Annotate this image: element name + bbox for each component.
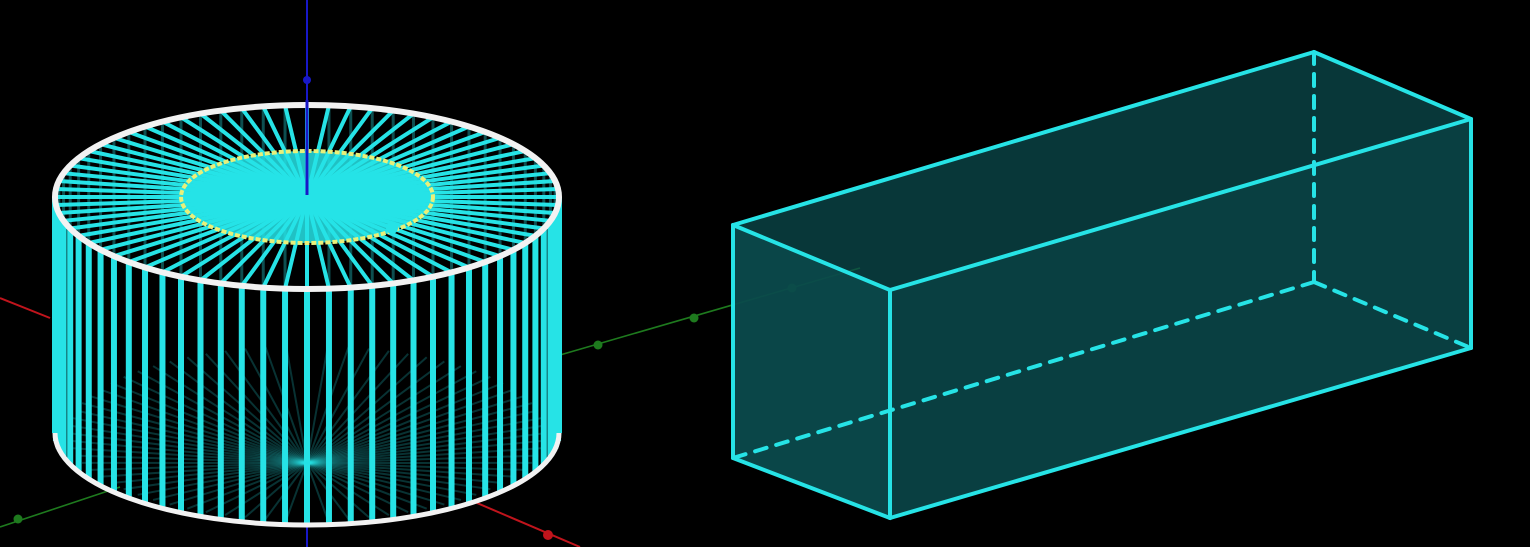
cylinder-bottom-spoke [306,388,515,464]
cylinder-bottom-spoke [306,381,504,464]
cylinder-bottom-spoke [264,346,308,464]
cylinder-hub [181,151,433,243]
cylinder-bottom-spoke [110,462,308,485]
cylinder-bottom-spoke [137,370,308,464]
x-axis-line [0,297,51,319]
rectangular-prism [731,50,1473,520]
prism-right-face [890,119,1471,518]
cylinder-bottom-spoke [67,432,308,464]
cylinder-bottom-spoke [123,462,308,491]
cylinder-bottom-spoke [123,375,308,464]
y-axis-tick [13,514,23,524]
cylinder-bottom-spoke [264,462,308,520]
x-axis-line [469,499,581,547]
cylinder-bottom-spoke [306,348,370,464]
cylinder-bottom-spoke [306,439,546,464]
cylinder-bottom-spoke [152,462,308,501]
cylinder-bottom-spoke [306,345,329,464]
cylinder-bottom-spoke [186,356,308,464]
cylinder-bottom-spoke [224,462,308,516]
cylinder-bottom-spoke [306,365,462,464]
prism-top-face [733,52,1471,290]
cylinder-bottom-spoke [137,462,308,496]
cylinder-bottom-spoke [306,346,350,464]
cylinder-solid [52,100,562,528]
cylinder-bottom-spoke [75,409,308,464]
cylinder-bottom-spoke [68,439,308,464]
cylinder-bottom-spoke [71,447,308,464]
cylinder-bottom-spoke [285,345,308,464]
cylinder-bottom-spoke [306,409,539,464]
prism-hidden-edge [731,280,1316,460]
prism-edge [1312,50,1473,121]
cylinder-bottom-spoke [306,370,477,464]
cylinder-bottom-spoke [152,365,308,464]
cylinder-bottom-spoke [99,388,308,464]
cylinder-bottom-spoke [306,462,504,485]
cylinder-bottom-spoke [205,462,308,514]
cylinder-bottom-spoke [306,462,515,478]
cylinder-bottom-spoke [306,454,539,464]
prism-edge [731,50,1316,227]
cylinder-bottom-spoke [169,360,308,464]
cylinder-bottom-spoke [244,348,308,464]
cylinder-bottom-spoke [306,462,409,514]
cylinder-bottom-spoke [224,350,308,464]
cylinder-bottom-spoke [306,350,390,464]
prism-hidden-edge [1312,280,1473,350]
cylinder-bottom-spoke [306,395,525,464]
prism-edge [731,456,892,520]
cylinder-bottom-spoke [89,462,308,471]
cylinder-bottom-spoke [71,416,308,464]
y-axis-tick [593,340,603,350]
cylinder-bottom-spoke [306,462,350,520]
cylinder-bottom-spoke [306,462,370,519]
cylinder-bottom-spoke [306,462,445,506]
cylinder-bottom-spoke [81,402,308,464]
cylinder-bottom-spoke [306,462,462,501]
cylinder-bottom-spoke [306,462,525,471]
z-axis-tick [303,76,311,84]
cylinder-bottom-spoke [89,395,308,464]
cylinder-bottom-spoke [285,462,308,521]
cylinder-bottom-spoke [68,424,308,464]
cylinder-bottom-spoke [110,381,308,464]
cylinder-bottom-spoke [306,462,428,510]
prism-edge [888,117,1473,292]
cylinder-bottom-spoke [306,353,409,464]
cylinder-bottom-spoke [306,416,543,464]
cylinder-bottom-spoke [244,462,308,519]
cylinder-bottom-spoke [306,462,390,516]
x-axis-tick [543,530,553,540]
cylinder-bottom-spoke [306,424,546,464]
cylinder-bottom-spoke [306,462,329,521]
prism-front-face [733,225,890,518]
prism-edge [731,223,892,292]
cylinder-bottom-spoke [186,462,308,510]
cylinder-bottom-spoke [306,375,491,464]
cylinder-bottom-spoke [306,432,547,464]
cylinder-bottom-spoke [99,462,308,478]
cylinder-bottom-spoke [306,402,533,464]
y-axis-tick [689,313,699,323]
cylinder-bottom-spoke [169,462,308,506]
cylinder-bottom-spoke [306,462,477,496]
cylinder-bottom-spoke [306,462,491,491]
cylinder-hub-point [386,222,398,234]
cylinder-bottom-spoke [306,356,428,464]
cylinder-bottom-rim [52,432,562,528]
cylinder-bottom-spoke [205,353,308,464]
cylinder-bottom-spoke [306,360,445,464]
cylinder-bottom-spoke [306,447,543,464]
cylinder-bottom-spoke [75,454,308,464]
prism-edge [888,346,1473,520]
